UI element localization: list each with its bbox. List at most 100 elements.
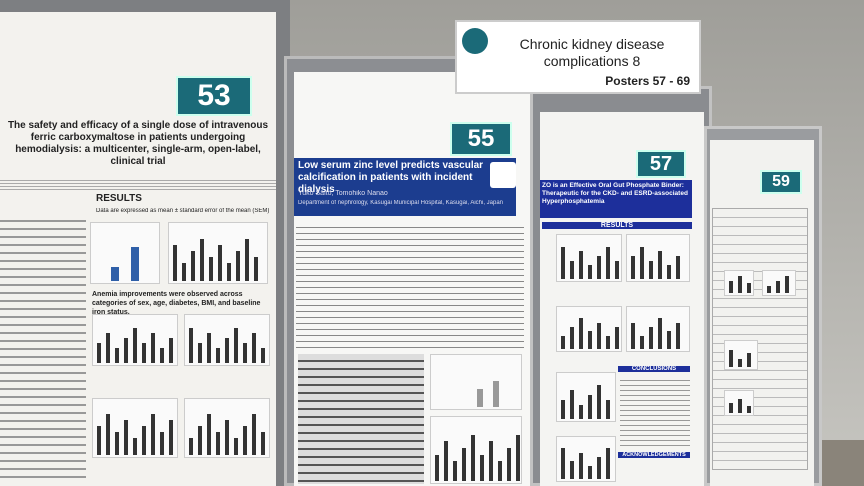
text-lines — [620, 376, 690, 450]
decor-bar — [160, 348, 164, 363]
chart — [168, 222, 268, 284]
chart — [92, 314, 178, 366]
decor-bar — [588, 465, 592, 479]
decor-bar — [729, 350, 733, 367]
poster-content — [712, 208, 808, 470]
poster-title: Low serum zinc level predicts vascular c… — [298, 160, 484, 195]
decor-bar — [570, 461, 574, 479]
decor-bar — [142, 426, 146, 455]
decor-bar — [169, 338, 173, 363]
decor-bar — [738, 358, 742, 367]
decor-bar — [597, 256, 601, 279]
decor-bar — [658, 251, 662, 279]
authors: Yuko Saito, Tomohiko Nanao — [298, 190, 388, 197]
decor-bar — [124, 420, 128, 455]
decor-bar — [561, 399, 565, 419]
decor-bar — [160, 431, 164, 455]
title-banner — [540, 180, 692, 218]
decor-bar — [115, 431, 119, 455]
decor-bar — [151, 333, 155, 363]
decor-bar — [588, 395, 592, 419]
decor-bar — [189, 437, 193, 455]
decor-bar — [676, 256, 680, 279]
chart — [724, 390, 754, 416]
decor-bar — [173, 245, 177, 281]
decor-bar — [480, 454, 484, 481]
chart — [626, 306, 690, 352]
decor-bar — [97, 343, 101, 363]
decor-bar — [606, 335, 610, 349]
decor-bar — [106, 333, 110, 363]
decor-bar — [198, 426, 202, 455]
decor-bar — [435, 454, 439, 481]
session-sign — [455, 20, 701, 94]
decor-bar — [169, 420, 173, 455]
chart — [556, 234, 622, 282]
decor-bar — [570, 327, 574, 349]
decor-bar — [570, 390, 574, 419]
decor-bar — [106, 414, 110, 455]
decor-bar — [640, 335, 644, 349]
decor-bar — [133, 437, 137, 455]
decor-bar — [649, 327, 653, 349]
decor-bar — [561, 335, 565, 349]
title-banner — [294, 158, 516, 216]
decor-bar — [254, 257, 258, 281]
logo — [490, 162, 516, 188]
decor-bar — [252, 333, 256, 363]
affiliation: Department of nephrology, Kasugai Munici… — [298, 200, 504, 206]
decor-bar — [516, 434, 520, 481]
decor-bar — [649, 260, 653, 279]
decor-bar — [151, 414, 155, 455]
decor-bar — [579, 404, 583, 419]
decor-bar — [261, 431, 265, 455]
poster-number: 53 — [176, 76, 252, 116]
poster-number: 55 — [450, 122, 512, 156]
decor-bar — [588, 331, 592, 349]
decor-bar — [462, 448, 466, 481]
chart — [556, 372, 616, 422]
decor-bar — [489, 441, 493, 481]
decor-bar — [615, 327, 619, 349]
decor-bar — [234, 328, 238, 363]
decor-bar — [236, 251, 240, 281]
chart — [430, 354, 522, 410]
chart — [184, 398, 270, 458]
poster-number: 57 — [636, 150, 686, 178]
decor-bar — [444, 441, 448, 481]
decor-bar — [115, 348, 119, 363]
decor-bar — [606, 448, 610, 479]
text-lines — [0, 214, 86, 484]
chart — [724, 340, 758, 370]
table — [298, 354, 424, 484]
finding: Anemia improvements were observed across… — [92, 291, 261, 316]
decor-bar — [124, 338, 128, 363]
decor-bar — [579, 251, 583, 279]
poster-number: 59 — [760, 170, 802, 194]
chart — [556, 436, 616, 482]
logo — [462, 28, 488, 54]
decor-bar — [207, 414, 211, 455]
decor-bar — [738, 398, 742, 413]
decor-bar — [588, 265, 592, 279]
decor-bar — [189, 328, 193, 363]
decor-bar — [207, 333, 211, 363]
decor-bar — [216, 431, 220, 455]
decor-bar — [640, 246, 644, 279]
decor-bar — [561, 448, 565, 479]
decor-bar — [676, 322, 680, 349]
decor-bar — [667, 331, 671, 349]
decor-bar — [729, 281, 733, 293]
decor-bar — [225, 338, 229, 363]
decor-bar — [243, 343, 247, 363]
decor-bar — [218, 245, 222, 281]
chart — [626, 234, 690, 282]
decor-bar — [729, 403, 733, 413]
decor-bar — [142, 343, 146, 363]
chart — [724, 270, 754, 296]
decor-bar — [198, 343, 202, 363]
session-title: Chronic kidney disease complications 8 — [519, 36, 665, 69]
chart — [90, 222, 160, 284]
chart — [92, 398, 178, 458]
decor-bar — [234, 437, 238, 455]
